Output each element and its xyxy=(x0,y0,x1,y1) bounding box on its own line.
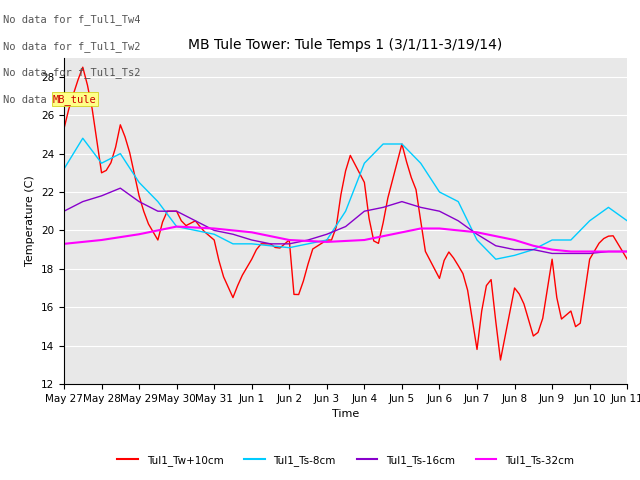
Tul1_Ts-32cm xyxy=(623,249,631,254)
Tul1_Ts-16cm xyxy=(116,185,124,191)
Text: No data for f_Tul1_Ts2: No data for f_Tul1_Ts2 xyxy=(3,67,141,78)
Tul1_Ts-32cm xyxy=(173,224,180,229)
Tul1_Ts-32cm xyxy=(567,249,575,254)
Tul1_Tw+10cm xyxy=(623,256,631,262)
Tul1_Tw+10cm xyxy=(595,240,603,246)
Tul1_Ts-8cm xyxy=(121,158,129,164)
Tul1_Tw+10cm xyxy=(79,64,86,70)
Tul1_Ts-32cm xyxy=(304,238,312,244)
Tul1_Tw+10cm xyxy=(196,224,204,229)
Tul1_Ts-16cm xyxy=(548,251,556,256)
Tul1_Ts-8cm xyxy=(492,256,500,262)
Tul1_Ts-16cm xyxy=(445,213,452,219)
Tul1_Tw+10cm xyxy=(445,249,452,255)
Line: Tul1_Tw+10cm: Tul1_Tw+10cm xyxy=(64,67,627,360)
Tul1_Ts-16cm xyxy=(60,208,68,214)
Y-axis label: Temperature (C): Temperature (C) xyxy=(26,175,35,266)
Tul1_Ts-16cm xyxy=(121,189,129,194)
Tul1_Ts-16cm xyxy=(196,220,204,226)
Tul1_Ts-32cm xyxy=(417,226,424,231)
Tul1_Ts-16cm xyxy=(304,237,312,243)
Tul1_Ts-32cm xyxy=(60,241,68,247)
Tul1_Ts-8cm xyxy=(196,228,204,234)
Line: Tul1_Ts-16cm: Tul1_Ts-16cm xyxy=(64,188,627,253)
Tul1_Ts-32cm xyxy=(196,225,204,230)
Tul1_Ts-16cm xyxy=(595,250,603,255)
Tul1_Ts-16cm xyxy=(417,204,424,210)
Tul1_Ts-32cm xyxy=(116,234,124,240)
Tul1_Tw+10cm xyxy=(60,126,68,132)
Tul1_Ts-32cm xyxy=(595,249,603,254)
Tul1_Ts-8cm xyxy=(623,218,631,224)
Tul1_Ts-8cm xyxy=(304,241,312,247)
Text: No data for f_Tul1_Tw4: No data for f_Tul1_Tw4 xyxy=(3,14,141,25)
Tul1_Tw+10cm xyxy=(417,218,424,224)
Text: No data for f_: No data for f_ xyxy=(3,94,91,105)
Tul1_Tw+10cm xyxy=(121,134,129,140)
Text: MB_tule: MB_tule xyxy=(53,94,97,105)
Tul1_Ts-8cm xyxy=(595,211,603,217)
Text: No data for f_Tul1_Tw2: No data for f_Tul1_Tw2 xyxy=(3,41,141,52)
Tul1_Tw+10cm xyxy=(497,357,504,363)
Tul1_Ts-8cm xyxy=(79,135,86,141)
Title: MB Tule Tower: Tule Temps 1 (3/1/11-3/19/14): MB Tule Tower: Tule Temps 1 (3/1/11-3/19… xyxy=(188,38,503,52)
Tul1_Ts-8cm xyxy=(60,166,68,172)
Legend: Tul1_Tw+10cm, Tul1_Ts-8cm, Tul1_Ts-16cm, Tul1_Ts-32cm: Tul1_Tw+10cm, Tul1_Ts-8cm, Tul1_Ts-16cm,… xyxy=(113,451,578,470)
Tul1_Ts-8cm xyxy=(445,194,452,200)
Line: Tul1_Ts-8cm: Tul1_Ts-8cm xyxy=(64,138,627,259)
Tul1_Ts-32cm xyxy=(445,227,452,232)
Tul1_Ts-16cm xyxy=(623,249,631,254)
Tul1_Tw+10cm xyxy=(304,261,312,267)
X-axis label: Time: Time xyxy=(332,409,359,419)
Line: Tul1_Ts-32cm: Tul1_Ts-32cm xyxy=(64,227,627,252)
Tul1_Ts-8cm xyxy=(417,160,424,166)
